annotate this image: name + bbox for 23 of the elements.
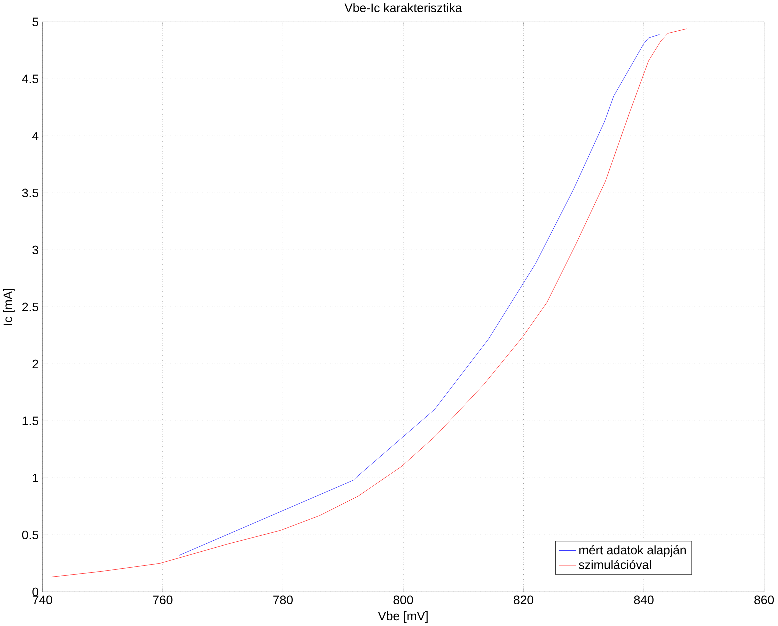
y-tick-label: 1.5 xyxy=(22,416,39,426)
y-tick-label: 2.5 xyxy=(22,302,39,312)
y-tick-label: 3.5 xyxy=(22,188,39,198)
y-tick-label: 2 xyxy=(32,360,38,368)
legend-label: mért adatok alapján xyxy=(580,545,686,557)
y-tick-label: 1 xyxy=(33,474,38,482)
x-tick-label: 840 xyxy=(634,596,654,604)
chart-title: Vbe-Ic karakterisztika xyxy=(344,3,462,12)
x-tick-label: 800 xyxy=(394,596,414,604)
y-tick-label: 5 xyxy=(32,18,39,26)
line-series xyxy=(50,28,687,578)
y-tick-label: 3 xyxy=(32,246,38,254)
x-tick-label: 760 xyxy=(153,596,173,604)
y-tick-label: 4 xyxy=(32,132,39,140)
x-tick-label: 860 xyxy=(754,596,774,604)
x-tick-label: 740 xyxy=(33,596,52,604)
y-tick-label: 0.5 xyxy=(22,530,39,540)
legend-label: szimulációval xyxy=(579,560,652,570)
y-axis-title: Ic [mA] xyxy=(3,288,15,325)
x-tick-label: 820 xyxy=(514,596,534,604)
x-tick-label: 780 xyxy=(274,596,293,604)
y-tick-label: 4.5 xyxy=(22,74,39,84)
x-axis-title: Vbe [mV] xyxy=(378,611,428,623)
